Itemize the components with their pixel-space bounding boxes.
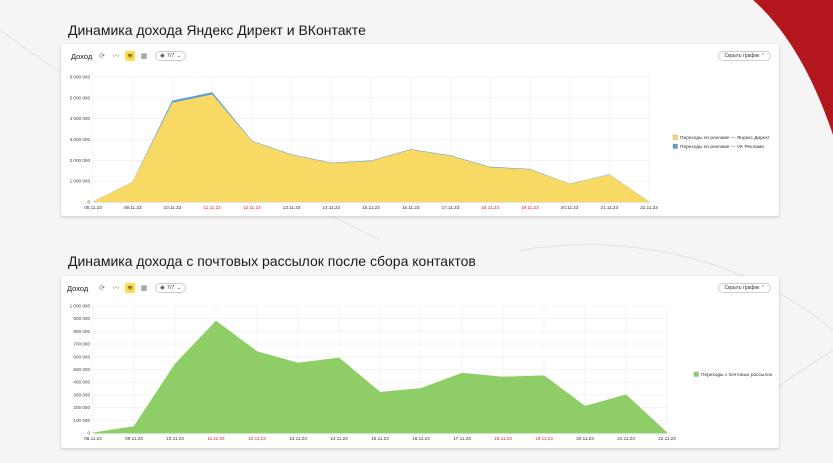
legend-label: Переходы по рекламе — Яндекс.Директ <box>680 135 771 141</box>
x-tick-label: 09.11.23 <box>125 436 143 441</box>
x-tick-label: 16.11.23 <box>412 436 430 441</box>
x-tick-label: 15.11.23 <box>362 205 380 210</box>
legend-swatch <box>672 143 678 149</box>
series-line <box>92 94 650 203</box>
y-tick-label: 200 000 <box>73 405 90 410</box>
x-tick-label: 14.11.23 <box>330 436 348 441</box>
chevron-down-icon: ⌄ <box>176 53 182 59</box>
x-tick-label: 22.11.23 <box>640 205 658 210</box>
comment-icon: ◉ <box>160 285 165 291</box>
x-tick-label: 14.11.23 <box>323 205 341 210</box>
x-tick-label: 21.11.23 <box>617 436 635 441</box>
chart1-panel: Доход ⟳ 〰 ≋ ▦ ◉ 7/7 ⌄ Скрыть график ⌃ 0 1 0… <box>61 44 779 216</box>
y-tick-label: 1 000 000 <box>70 179 91 184</box>
x-tick-label: 22.11.23 <box>658 436 676 441</box>
hide-chart-label: Скрыть график <box>724 285 760 291</box>
table-icon[interactable]: ▦ <box>140 284 148 292</box>
x-tick-label: 18.11.23 <box>494 436 512 441</box>
legend-swatch <box>672 134 678 140</box>
chart1-plot: 0 1 000 000 2 000 000 3 000 000 4 000 000 5 0… <box>70 75 771 211</box>
y-tick-label: 300 000 <box>73 392 90 397</box>
line-chart-icon[interactable]: 〰 <box>112 52 120 60</box>
x-tick-label: 21.11.23 <box>601 205 619 210</box>
hide-chart-label: Скрыть график <box>724 53 760 59</box>
hide-chart-button[interactable]: Скрыть график ⌃ <box>718 283 771 293</box>
x-tick-label: 08.11.23 <box>84 205 102 210</box>
x-tick-label: 12.11.23 <box>243 205 261 210</box>
legend-label: Переходы по рекламе — VK Реклама <box>680 144 764 150</box>
series-area <box>93 94 649 202</box>
series-line <box>92 320 668 434</box>
chart1-section-title: Динамика дохода Яндекс Директ и ВКонтакт… <box>68 22 366 38</box>
comment-icon: ◉ <box>160 53 165 59</box>
chevron-up-icon: ⌃ <box>759 53 765 59</box>
area-chart-icon[interactable]: ≋ <box>125 283 135 293</box>
x-tick-label: 08.11.23 <box>84 436 102 441</box>
y-tick-label: 500 000 <box>73 367 90 372</box>
series-selector[interactable]: ◉ 7/7 ⌄ <box>155 283 187 293</box>
table-icon[interactable]: ▦ <box>140 52 148 60</box>
chart2-panel: Доход ⟳ 〰 ≋ ▦ ◉ 7/7 ⌄ Скрыть график ⌃ 0 100… <box>61 276 779 448</box>
x-tick-label: 13.11.23 <box>289 436 307 441</box>
line-chart-icon[interactable]: 〰 <box>112 284 120 292</box>
y-tick-label: 3 000 000 <box>70 137 91 142</box>
y-tick-label: 700 000 <box>73 342 90 347</box>
legend-label: Переходы с почтовых рассылок <box>701 372 773 378</box>
chart2-metric-label: Доход <box>67 284 89 293</box>
y-tick-label: 900 000 <box>73 316 90 321</box>
x-tick-label: 18.11.23 <box>481 205 499 210</box>
x-tick-label: 20.11.23 <box>561 205 579 210</box>
y-tick-label: 100 000 <box>73 418 90 423</box>
y-tick-label: 800 000 <box>73 329 90 334</box>
y-tick-label: 400 000 <box>73 380 90 385</box>
chart2-section-title: Динамика дохода с почтовых рассылок посл… <box>68 253 476 269</box>
chart2-toolbar: Доход ⟳ 〰 ≋ ▦ ◉ 7/7 ⌄ Скрыть график ⌃ <box>61 276 779 298</box>
x-tick-label: 10.11.23 <box>166 436 184 441</box>
y-tick-label: 2 000 000 <box>70 158 91 163</box>
chart1-toolbar: Доход ⟳ 〰 ≋ ▦ ◉ 7/7 ⌄ Скрыть график ⌃ <box>61 44 779 66</box>
x-tick-label: 17.11.23 <box>442 205 460 210</box>
y-tick-label: 0 <box>87 431 90 436</box>
y-tick-label: 1 000 000 <box>70 304 91 309</box>
x-tick-label: 17.11.23 <box>453 436 471 441</box>
chart1-metric-label: Доход <box>71 52 93 61</box>
x-tick-label: 10.11.23 <box>164 205 182 210</box>
x-tick-label: 13.11.23 <box>283 205 301 210</box>
y-tick-label: 5 000 000 <box>70 95 91 100</box>
area-chart-icon[interactable]: ≋ <box>125 51 135 61</box>
chevron-up-icon: ⌃ <box>759 285 765 291</box>
x-tick-label: 15.11.23 <box>371 436 389 441</box>
x-tick-label: 09.11.23 <box>124 205 142 210</box>
legend-swatch <box>693 371 699 377</box>
x-tick-label: 11.11.23 <box>207 436 225 441</box>
x-tick-label: 20.11.23 <box>576 436 594 441</box>
y-tick-label: 4 000 000 <box>70 116 91 121</box>
chart2-plot: 0 100 000 200 000 300 000 400 000 500 000 600 … <box>70 304 773 442</box>
series-count: 7/7 <box>166 285 175 291</box>
x-tick-label: 12.11.23 <box>248 436 266 441</box>
chevron-down-icon: ⌄ <box>176 285 182 291</box>
y-tick-label: 600 000 <box>73 354 90 359</box>
x-tick-label: 19.11.23 <box>535 436 553 441</box>
x-tick-label: 16.11.23 <box>402 205 420 210</box>
x-tick-label: 11.11.23 <box>204 205 222 210</box>
y-tick-label: 0 <box>87 200 90 205</box>
refresh-icon[interactable]: ⟳ <box>99 52 105 60</box>
series-count: 7/7 <box>166 53 175 59</box>
x-tick-label: 19.11.23 <box>521 205 539 210</box>
refresh-icon[interactable]: ⟳ <box>99 284 105 292</box>
hide-chart-button[interactable]: Скрыть график ⌃ <box>718 51 771 61</box>
y-tick-label: 6 000 000 <box>70 75 91 80</box>
corner-accent-shape <box>753 0 833 135</box>
series-selector[interactable]: ◉ 7/7 ⌄ <box>155 51 187 61</box>
